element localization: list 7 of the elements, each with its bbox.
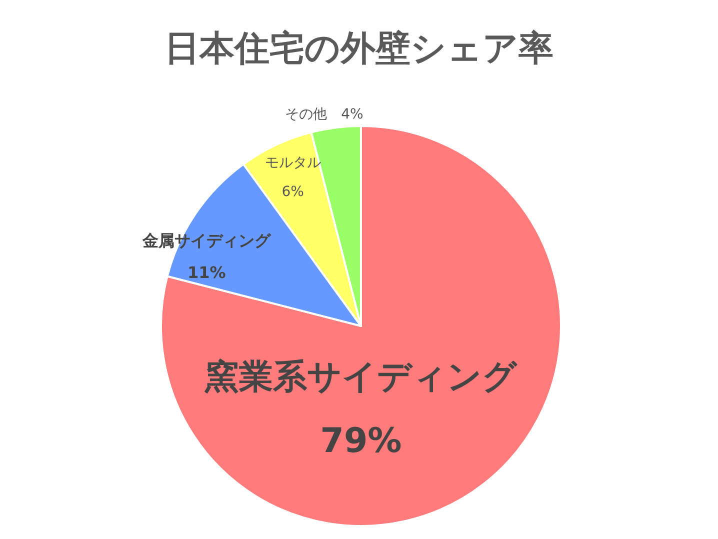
data-label: 6% — [282, 184, 304, 200]
slice-label: 窯業系サイディング — [204, 357, 518, 397]
chart-title: 日本住宅の外壁シェア率 — [164, 29, 554, 69]
data-label: 4% — [341, 106, 364, 123]
data-label: 11% — [188, 263, 226, 282]
data-label: 79% — [320, 421, 402, 461]
slice-label: その他 — [285, 106, 328, 123]
